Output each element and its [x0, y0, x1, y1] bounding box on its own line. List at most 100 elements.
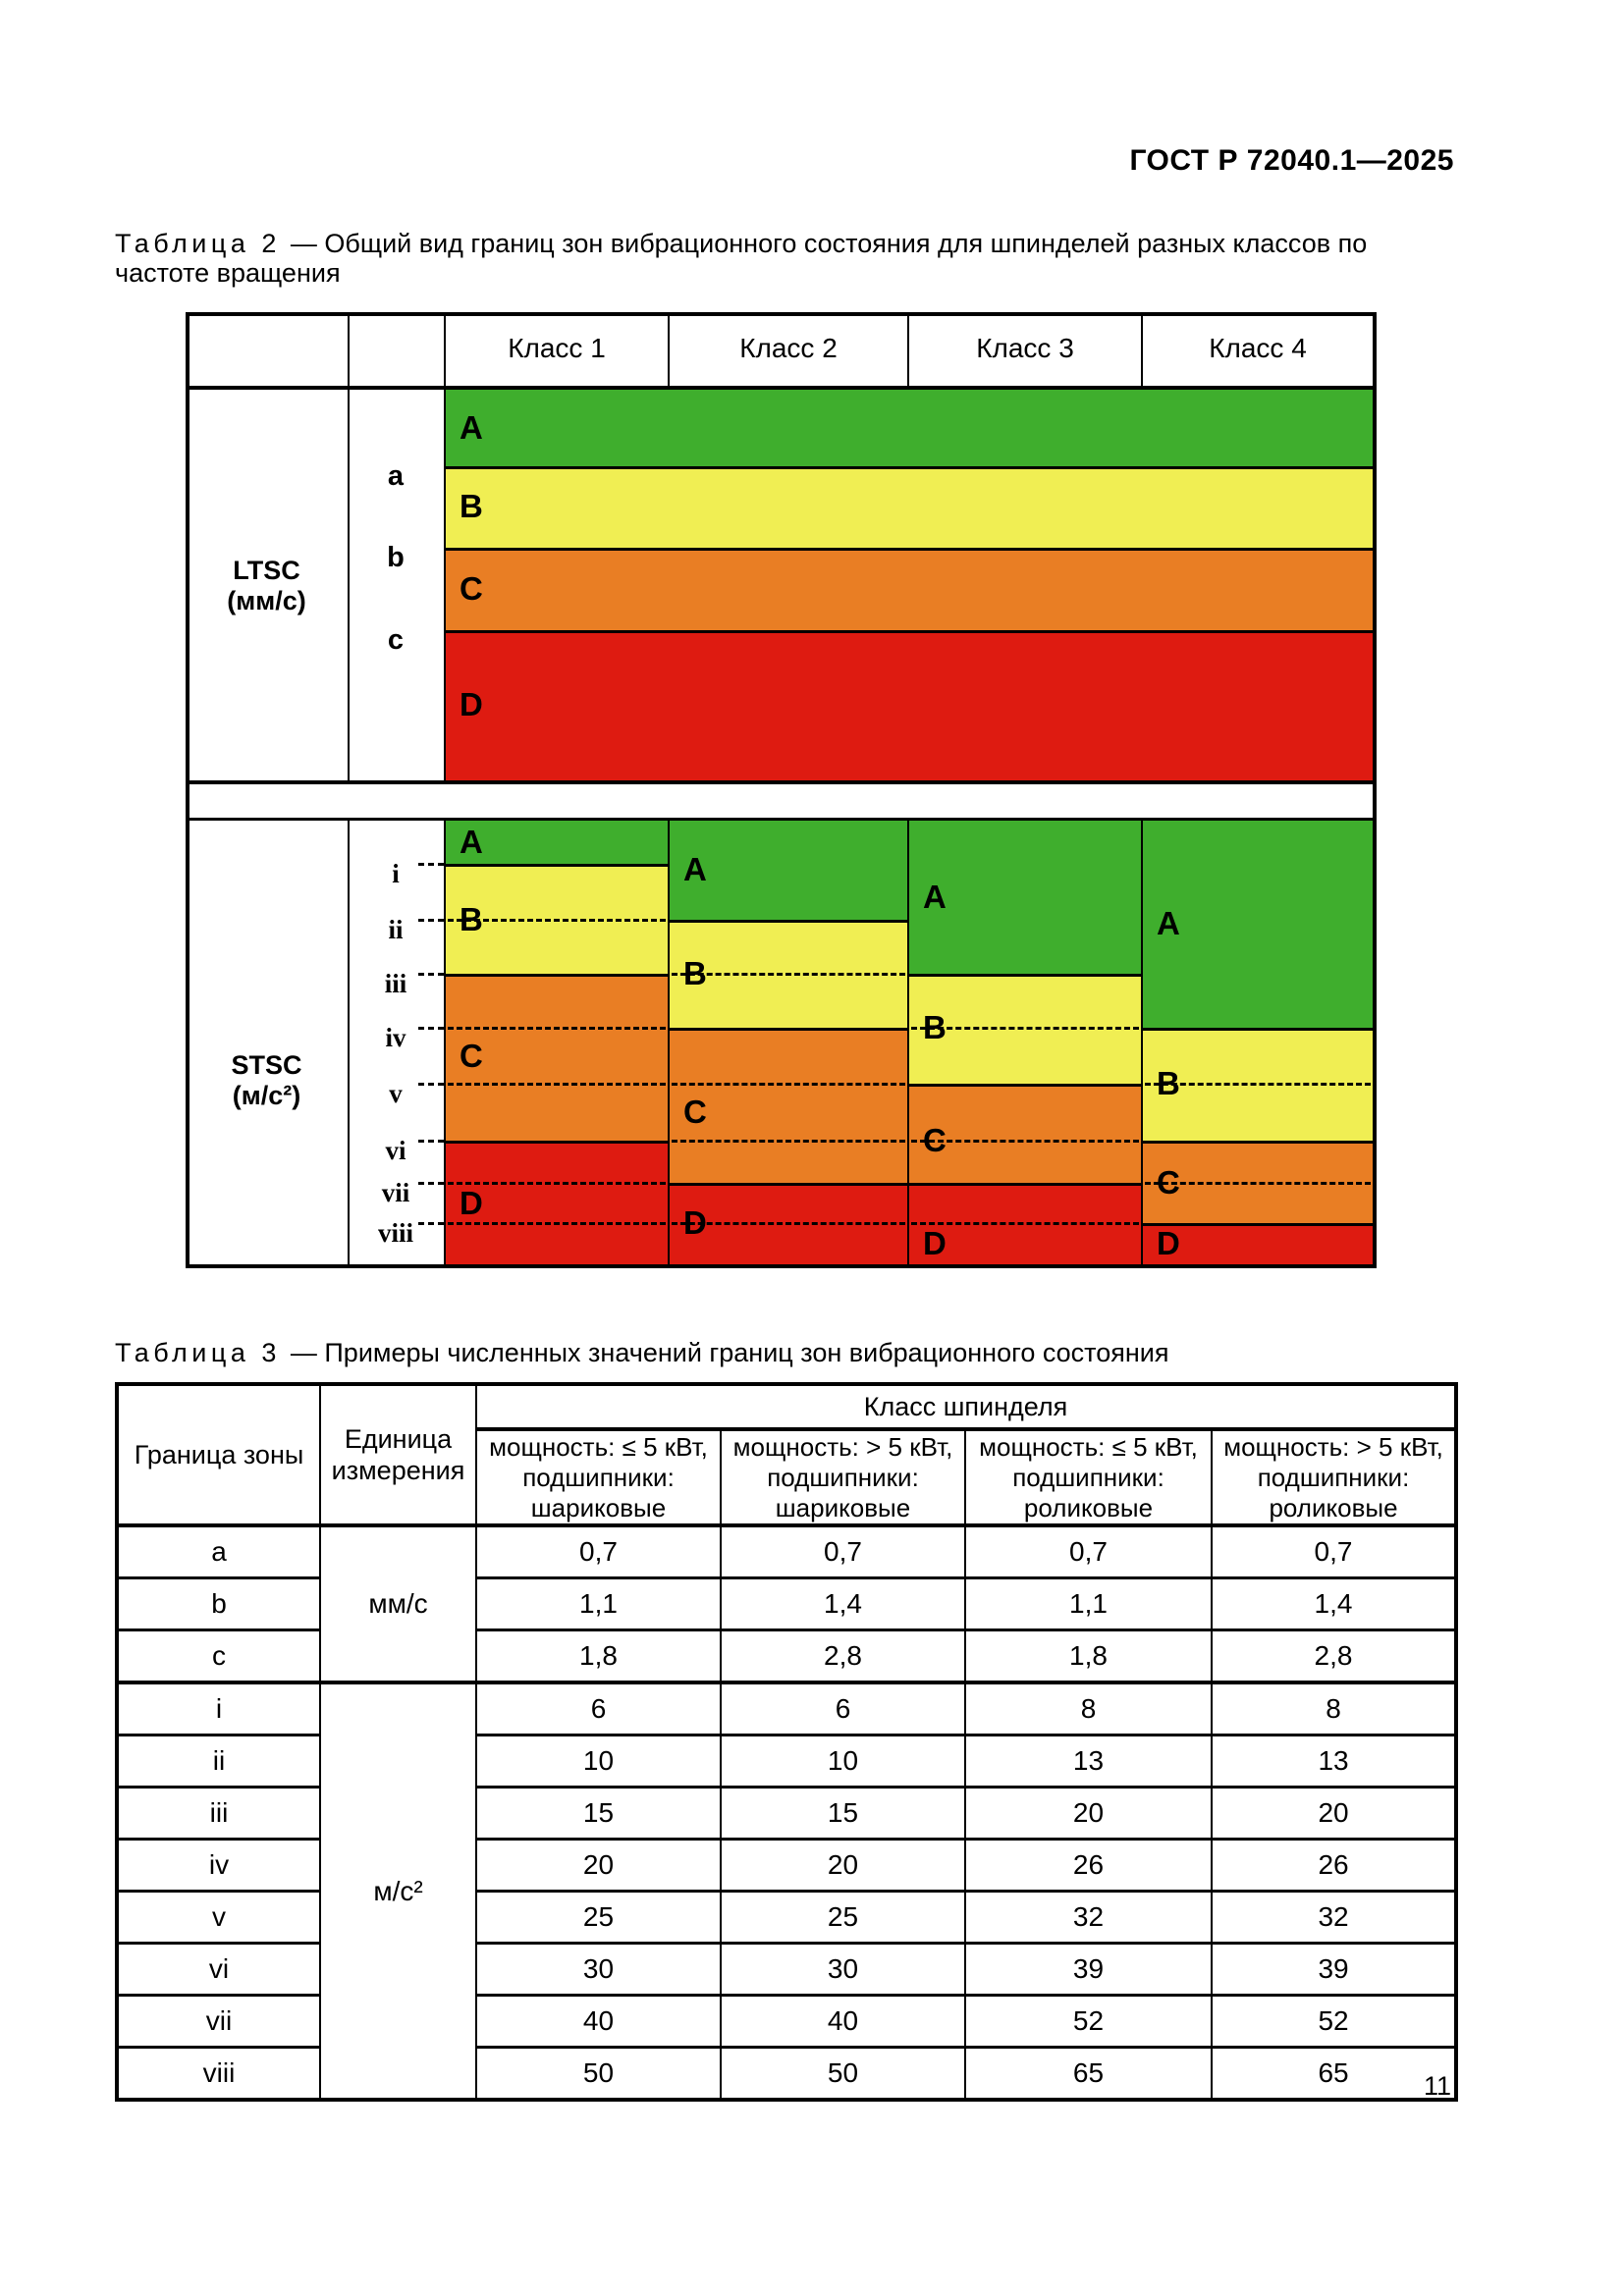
value-vi-col2: 30: [720, 1942, 966, 1997]
standard-number-header: ГОСТ Р 72040.1—2025: [1129, 144, 1454, 177]
value-vi-col1: 30: [475, 1942, 722, 1997]
stsc-class4-zone-label-a: A: [1157, 905, 1180, 941]
value-a-col2: 0,7: [720, 1523, 966, 1579]
level-leader-dash: [418, 1182, 444, 1185]
ltsc-zone-boundary-line: [446, 548, 1373, 551]
row-label-b: b: [116, 1576, 321, 1631]
stsc-zone-boundary-line: [670, 1183, 907, 1186]
stsc-class4-zone-label-c: C: [1157, 1164, 1180, 1201]
table2-class-separator-line: [907, 312, 909, 386]
table3-caption-text: — Примеры численных значений границ зон …: [290, 1338, 1169, 1367]
value-a-col1: 0,7: [475, 1523, 722, 1579]
table3: Граница зоны Единица измерения Класс шпинд…: [115, 1382, 1459, 2102]
stsc-dashed-level-line: [1145, 1083, 1371, 1086]
level-leader-dash: [418, 863, 444, 866]
stsc-class1-zone-label-a: A: [460, 823, 483, 860]
value-iv-col4: 26: [1210, 1838, 1458, 1893]
value-vii-col2: 40: [720, 1994, 966, 2049]
value-b-col1: 1,1: [475, 1576, 722, 1631]
table-row: iii 15 15 20 20: [116, 1786, 1458, 1841]
stsc-class1-zone-label-b: B: [460, 901, 483, 937]
ltsc-zone-label-a: A: [460, 409, 483, 446]
value-c-col4: 2,8: [1210, 1629, 1458, 1684]
row-label-vi: vi: [116, 1942, 321, 1997]
stsc-class4-zone-label-d: D: [1157, 1225, 1180, 1261]
stsc-zone-boundary-line: [446, 864, 668, 867]
stsc-dashed-level-line: [448, 919, 666, 922]
value-c-col2: 2,8: [720, 1629, 966, 1684]
value-iii-col4: 20: [1210, 1786, 1458, 1841]
value-ii-col4: 13: [1210, 1734, 1458, 1789]
stsc-level-label-iii: iii: [384, 969, 407, 998]
col-subheader-2: мощность: > 5 кВт, подшипники: шариковые: [720, 1427, 966, 1527]
ltsc-zone-boundary-line: [446, 466, 1373, 469]
row-label-a: a: [116, 1523, 321, 1579]
table2-inner-vertical-line: [444, 312, 446, 780]
value-iv-col2: 20: [720, 1838, 966, 1893]
ltsc-boundary-label-c: c: [387, 624, 405, 656]
table2-class-separator-line: [668, 312, 670, 386]
level-leader-dash: [418, 1083, 444, 1086]
ltsc-zone-d: [446, 630, 1373, 780]
table-row: vi 30 30 39 39: [116, 1942, 1458, 1997]
value-v-col4: 32: [1210, 1890, 1458, 1945]
stsc-class3-zone-a: [909, 820, 1141, 974]
stsc-zone-boundary-line: [446, 974, 668, 977]
stsc-level-label-vi: vi: [385, 1136, 406, 1165]
ltsc-zone-boundary-line: [446, 630, 1373, 633]
value-viii-col2: 50: [720, 2046, 966, 2102]
value-vii-col3: 52: [964, 1994, 1213, 2049]
level-leader-dash: [418, 1222, 444, 1225]
table2-class-header-3: Класс 3: [976, 333, 1074, 363]
value-iii-col1: 15: [475, 1786, 722, 1841]
table2-caption: Таблица 2— Общий вид границ зон вибрацио…: [115, 229, 1401, 288]
table2-class-separator-line: [1141, 312, 1143, 386]
stsc-dashed-level-line: [672, 1083, 905, 1086]
stsc-zone-boundary-line: [909, 974, 1141, 977]
value-i-col3: 8: [964, 1681, 1213, 1736]
stsc-level-label-v: v: [389, 1079, 403, 1108]
table-row: c 1,8 2,8 1,8 2,8: [116, 1629, 1458, 1684]
unit-cell-2: м/с²: [319, 1681, 477, 2102]
stsc-level-label-vii: vii: [381, 1178, 410, 1207]
stsc-class2-zone-label-a: A: [683, 851, 707, 887]
stsc-dashed-level-line: [448, 1083, 666, 1086]
table2-horizontal-line: [186, 386, 1377, 390]
ltsc-zone-a: [446, 390, 1373, 466]
stsc-dashed-level-line: [448, 1222, 666, 1225]
value-iii-col3: 20: [964, 1786, 1213, 1841]
value-vi-col4: 39: [1210, 1942, 1458, 1997]
value-vii-col4: 52: [1210, 1994, 1458, 2049]
table2-outer-vertical-line: [186, 312, 189, 1268]
row-label-c: c: [116, 1629, 321, 1684]
stsc-zone-boundary-line: [909, 1084, 1141, 1087]
stsc-dashed-level-line: [672, 973, 905, 976]
table2-caption-text: — Общий вид границ зон вибрационного сос…: [115, 229, 1368, 288]
value-b-col3: 1,1: [964, 1576, 1213, 1631]
stsc-dashed-level-line: [448, 1027, 666, 1030]
value-c-col3: 1,8: [964, 1629, 1213, 1684]
row-label-v: v: [116, 1890, 321, 1945]
level-leader-dash: [418, 919, 444, 922]
stsc-class3-zone-label-b: B: [923, 1009, 947, 1045]
table-row: v 25 25 32 32: [116, 1890, 1458, 1945]
table2-class-separator-line: [907, 818, 909, 1264]
value-i-col2: 6: [720, 1681, 966, 1736]
stsc-dashed-level-line: [448, 1182, 666, 1185]
col-subheader-3: мощность: ≤ 5 кВт, подшипники: роликовые: [964, 1427, 1213, 1527]
table-row: vii 40 40 52 52: [116, 1994, 1458, 2049]
value-viii-col3: 65: [964, 2046, 1213, 2102]
stsc-class1-zone-d: [446, 1141, 668, 1264]
level-leader-dash: [418, 1140, 444, 1143]
ltsc-boundary-label-a: a: [387, 460, 405, 492]
stsc-zone-boundary-line: [1143, 1028, 1373, 1031]
stsc-level-label-iv: iv: [385, 1023, 406, 1052]
stsc-zone-boundary-line: [446, 1141, 668, 1144]
value-a-col4: 0,7: [1210, 1523, 1458, 1579]
table-row: ii 10 10 13 13: [116, 1734, 1458, 1789]
value-vii-col1: 40: [475, 1994, 722, 2049]
stsc-class4-zone-label-b: B: [1157, 1065, 1180, 1101]
table3-caption: Таблица 3 — Примеры численных значений гр…: [115, 1338, 1454, 1367]
table2-inner-vertical-line: [348, 312, 350, 780]
